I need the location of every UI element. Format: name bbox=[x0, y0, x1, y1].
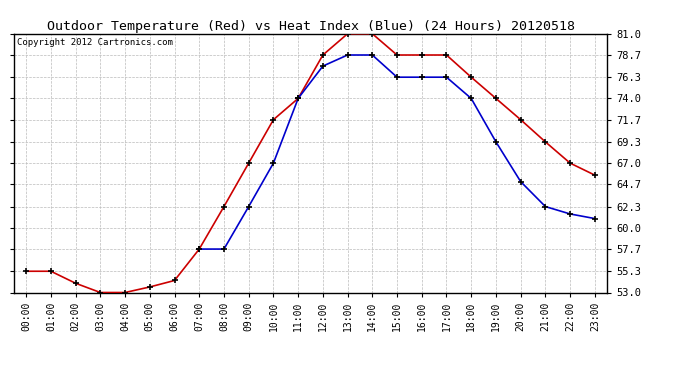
Text: Copyright 2012 Cartronics.com: Copyright 2012 Cartronics.com bbox=[17, 38, 172, 46]
Title: Outdoor Temperature (Red) vs Heat Index (Blue) (24 Hours) 20120518: Outdoor Temperature (Red) vs Heat Index … bbox=[46, 20, 575, 33]
